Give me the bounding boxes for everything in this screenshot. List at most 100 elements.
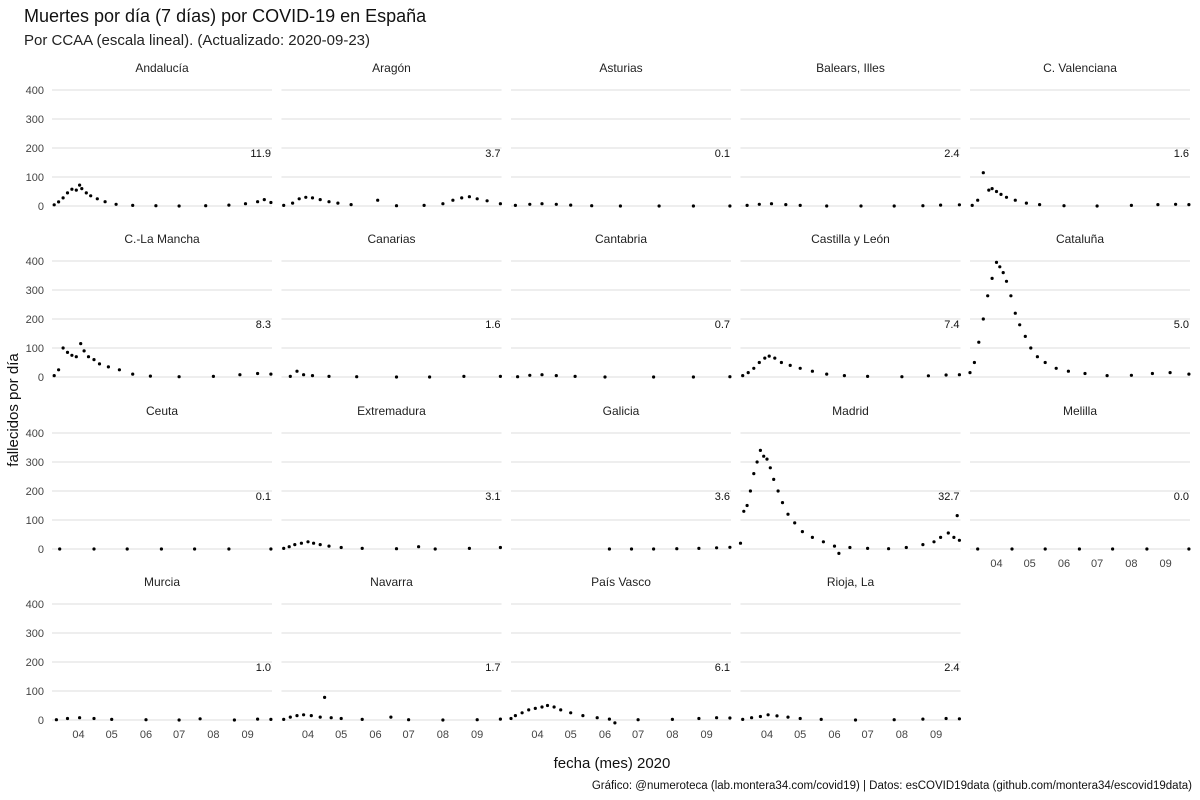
data-point — [990, 187, 994, 191]
data-point — [269, 547, 273, 551]
data-point — [513, 203, 518, 207]
data-point — [842, 374, 847, 378]
data-point — [728, 204, 732, 208]
data-point — [952, 535, 956, 540]
facet-title: Cataluña — [1056, 232, 1104, 246]
data-point — [1035, 355, 1039, 359]
data-point — [786, 715, 790, 719]
data-point — [755, 460, 759, 464]
last-value-label: 8.3 — [256, 319, 271, 331]
data-point — [892, 204, 896, 208]
data-point — [312, 541, 316, 545]
data-point — [741, 717, 745, 722]
data-point — [1105, 374, 1109, 378]
data-point — [144, 718, 148, 722]
data-point — [295, 369, 299, 373]
facet-panel: Madrid 32.7 — [738, 404, 962, 556]
data-point — [269, 372, 273, 376]
data-point — [767, 354, 771, 358]
data-point — [987, 188, 991, 192]
last-value-label: 3.1 — [485, 491, 500, 503]
last-value-label: 32.7 — [938, 491, 959, 503]
last-value-label: 7.4 — [944, 319, 959, 331]
data-point — [355, 375, 359, 379]
data-point — [269, 717, 273, 722]
data-point — [428, 375, 432, 379]
data-point — [336, 201, 340, 205]
data-point — [990, 276, 994, 280]
data-point — [559, 708, 563, 712]
x-tick-label: 09 — [242, 729, 254, 741]
facet-title: Ceuta — [146, 404, 178, 418]
data-point — [327, 374, 331, 378]
data-point — [780, 501, 785, 505]
data-point — [84, 191, 88, 195]
data-point — [810, 369, 815, 373]
data-point — [636, 718, 640, 722]
data-point — [441, 718, 445, 722]
data-point — [728, 545, 732, 549]
data-point — [287, 545, 291, 549]
chart-subtitle: Por CCAA (escala lineal). (Actualizado: … — [24, 32, 370, 49]
data-point — [95, 197, 99, 201]
data-point — [765, 457, 769, 461]
data-point — [798, 716, 802, 721]
data-point — [939, 203, 943, 207]
data-point — [1168, 371, 1172, 375]
y-tick-label: 0 — [38, 201, 44, 213]
data-point — [78, 716, 82, 720]
data-point — [198, 717, 202, 721]
data-point — [772, 477, 776, 481]
data-point — [498, 202, 502, 206]
data-point — [417, 545, 421, 549]
data-point — [798, 203, 802, 207]
data-point — [944, 716, 948, 721]
data-point — [1001, 271, 1005, 275]
data-point — [1174, 202, 1178, 206]
data-point — [154, 204, 158, 208]
last-value-label: 6.1 — [715, 662, 730, 674]
data-point — [837, 551, 841, 556]
data-point — [360, 717, 364, 722]
data-point — [758, 448, 763, 452]
facet-panel: Castilla y León 7.4 — [740, 232, 962, 379]
data-point — [554, 202, 558, 206]
data-point — [318, 715, 322, 719]
data-point — [467, 195, 471, 199]
data-point — [750, 716, 754, 720]
y-tick-label: 200 — [26, 486, 44, 498]
data-point — [798, 366, 802, 370]
data-point — [540, 705, 544, 709]
data-point — [1066, 369, 1070, 373]
data-point — [581, 714, 585, 718]
data-point — [569, 203, 573, 207]
data-point — [1150, 371, 1154, 376]
data-point — [545, 703, 550, 708]
data-point — [819, 717, 823, 722]
y-tick-label: 100 — [26, 343, 44, 355]
facet-title: Galicia — [603, 404, 640, 418]
data-point — [766, 713, 770, 717]
x-tick-label: 06 — [828, 729, 840, 741]
facet-panels: Andalucía 0 100 200 300 400 11.9 Aragón 3.7 Astur… — [26, 61, 1191, 741]
data-point — [293, 543, 297, 547]
data-point — [329, 716, 333, 720]
chart-title: Muertes por día (7 días) por COVID-19 en… — [24, 6, 427, 26]
y-tick-label: 0 — [38, 372, 44, 384]
data-point — [238, 373, 242, 377]
facet-panel: Ceuta 0 100 200 300 400 0.1 — [26, 404, 273, 556]
data-point — [957, 538, 962, 542]
data-point — [1010, 547, 1014, 551]
facet-panel: Cantabria 0.7 — [511, 232, 732, 379]
last-value-label: 0.1 — [715, 148, 730, 160]
data-point — [92, 547, 96, 551]
data-point — [1038, 203, 1042, 207]
data-point — [613, 721, 617, 725]
last-value-label: 0.1 — [256, 491, 271, 503]
x-tick-label: 07 — [1091, 558, 1103, 570]
data-point — [746, 371, 750, 375]
y-tick-label: 0 — [38, 715, 44, 727]
data-point — [52, 374, 56, 378]
facet-title: Extremadura — [357, 404, 426, 418]
data-point — [569, 711, 573, 715]
